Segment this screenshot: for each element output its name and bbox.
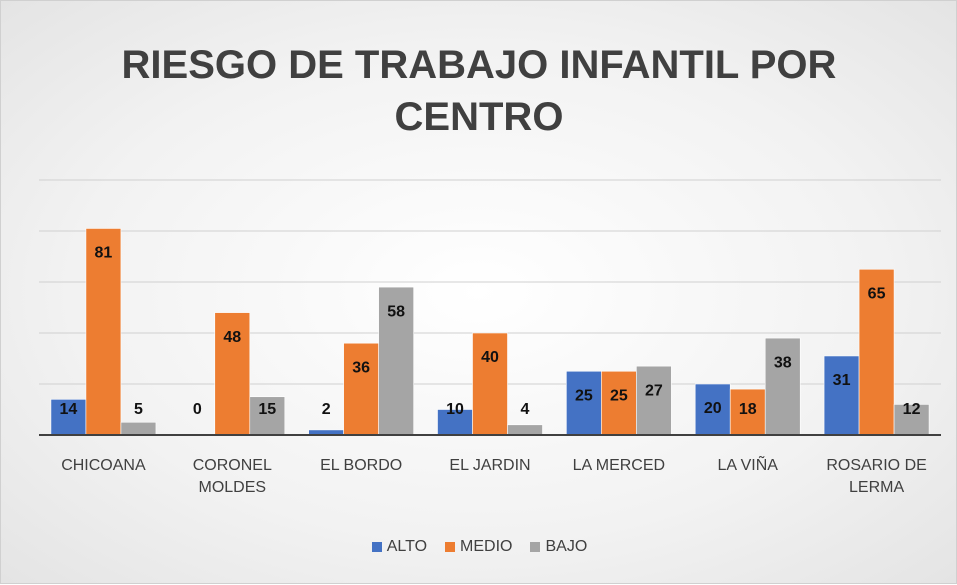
data-label: 20 <box>704 400 722 417</box>
x-tick-label: CHICOANA <box>61 457 146 474</box>
chart-title: RIESGO DE TRABAJO INFANTIL POR CENTRO <box>121 43 837 139</box>
x-tick-label: EL BORDO <box>320 457 403 474</box>
data-label: 25 <box>610 387 628 404</box>
data-label: 48 <box>223 329 241 346</box>
legend-item: BAJO <box>530 538 587 556</box>
data-label: 36 <box>352 359 370 376</box>
bar <box>893 404 930 436</box>
x-tick-label: EL JARDIN <box>449 457 531 474</box>
legend-swatch <box>530 542 541 552</box>
data-label: 18 <box>739 401 757 418</box>
data-label: 40 <box>481 349 499 366</box>
legend-label: ALTO <box>386 538 428 555</box>
data-label: 5 <box>134 401 143 418</box>
bar <box>50 398 87 436</box>
bar <box>507 424 543 436</box>
data-label: 81 <box>95 245 113 262</box>
legend-item: ALTO <box>371 538 428 556</box>
bar <box>601 370 637 436</box>
bar <box>472 332 508 436</box>
data-label: 25 <box>575 387 593 404</box>
data-label: 2 <box>322 401 331 418</box>
data-label: 31 <box>833 372 851 389</box>
data-label: 15 <box>258 401 276 418</box>
bar <box>764 337 801 436</box>
bar <box>823 355 860 436</box>
bar <box>636 365 672 436</box>
data-label: 65 <box>868 285 886 302</box>
bar <box>249 396 286 436</box>
x-tick-label: ROSARIO DE LERMA <box>826 457 927 496</box>
legend-swatch <box>445 542 456 552</box>
bar <box>214 312 251 436</box>
legend-swatch <box>371 542 382 552</box>
bar <box>729 388 766 436</box>
bar <box>378 286 414 436</box>
x-tick-label: CORONEL MOLDES <box>192 457 272 496</box>
data-label: 0 <box>193 401 202 418</box>
data-label: 38 <box>774 354 792 371</box>
bar <box>566 370 602 436</box>
bar <box>858 268 895 436</box>
legend-label: MEDIO <box>460 538 513 555</box>
x-tick-label: LA MERCED <box>572 457 666 474</box>
data-label: 58 <box>387 303 405 320</box>
bar <box>85 228 122 436</box>
bar <box>343 342 379 436</box>
data-label: 14 <box>60 401 78 418</box>
data-label: 10 <box>446 401 464 418</box>
data-label: 12 <box>903 401 921 418</box>
legend: ALTO MEDIO BAJO <box>1 538 957 556</box>
bar <box>120 421 157 436</box>
data-label: 4 <box>521 401 530 418</box>
data-label: 27 <box>645 382 663 399</box>
legend-item: MEDIO <box>445 538 512 556</box>
legend-label: BAJO <box>545 538 588 555</box>
x-tick-label: LA VIÑA <box>717 457 778 474</box>
